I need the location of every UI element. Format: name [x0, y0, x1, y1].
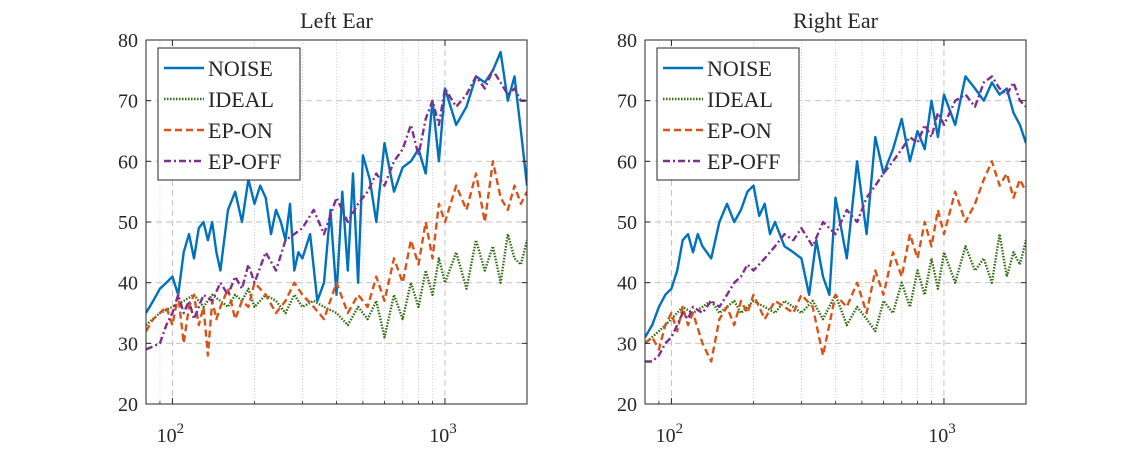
left-ear-y-tick-label: 80 — [118, 30, 138, 52]
right-ear-legend-label-noise: NOISE — [707, 56, 772, 81]
right-ear-legend-box — [656, 47, 800, 181]
right-ear-y-tick-label: 70 — [617, 91, 637, 113]
left-ear-series-ep-on — [146, 160, 527, 357]
left-ear-legend-label-ideal: IDEAL — [208, 87, 274, 112]
left-ear-series-ideal — [146, 232, 527, 339]
left-ear-y-tick-label: 30 — [118, 333, 138, 355]
right-ear-series-ideal — [645, 232, 1026, 345]
right-ear-y-tick-label: 80 — [617, 30, 637, 52]
left-ear-legend-label-ep-on: EP-ON — [208, 118, 273, 143]
right-ear-legend: NOISE IDEAL EP-ON EP-OFF — [656, 47, 800, 181]
left-ear-series-ep-off — [146, 69, 527, 351]
right-ear-y-tick-label: 40 — [617, 273, 637, 295]
right-ear-x-tick-label: 102 — [656, 421, 684, 447]
left-ear-y-tick-label: 20 — [118, 394, 138, 416]
right-ear-series-ep-off — [645, 75, 1026, 363]
right-ear-legend-label-ep-on: EP-ON — [707, 118, 772, 143]
left-ear-x-tick-label: 102 — [157, 421, 185, 447]
right-ear-y-tick-label: 50 — [617, 212, 637, 234]
left-ear-legend-label-noise: NOISE — [208, 56, 273, 81]
right-ear-y-tick-label: 20 — [617, 394, 637, 416]
right-ear-legend-label-ep-off: EP-OFF — [707, 149, 780, 174]
left-ear-y-tick-label: 70 — [118, 91, 138, 113]
right-ear-series-ep-on — [645, 160, 1026, 363]
left-ear-chart: Left Ear 20 30 40 50 60 70 80 102 103 NOISE IDEAL E… — [118, 8, 528, 447]
left-ear-y-tick-label: 50 — [118, 212, 138, 234]
left-ear-legend-box — [157, 47, 301, 181]
left-ear-y-tick-label: 40 — [118, 273, 138, 295]
left-ear-legend-label-ep-off: EP-OFF — [208, 149, 281, 174]
right-ear-y-tick-label: 30 — [617, 333, 637, 355]
left-ear-chart-title: Left Ear — [300, 8, 373, 33]
right-ear-y-tick-label: 60 — [617, 151, 637, 173]
left-ear-y-tick-label: 60 — [118, 151, 138, 173]
right-ear-legend-label-ideal: IDEAL — [707, 87, 773, 112]
left-ear-x-tick-label: 103 — [429, 421, 457, 447]
right-ear-chart-title: Right Ear — [793, 8, 879, 33]
left-ear-legend: NOISE IDEAL EP-ON EP-OFF — [157, 47, 301, 181]
left-ear-series-noise — [146, 50, 527, 314]
right-ear-chart: Right Ear 20 30 40 50 60 70 80 102 103 NOISE IDEAL… — [617, 8, 1027, 447]
right-ear-x-tick-label: 103 — [928, 421, 956, 447]
right-ear-series-noise — [645, 75, 1026, 338]
